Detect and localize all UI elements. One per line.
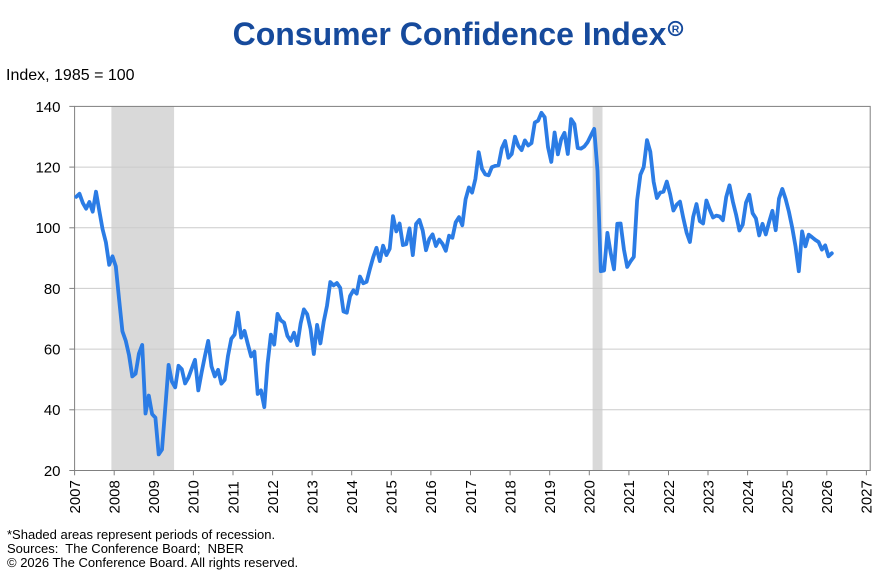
svg-text:80: 80	[44, 281, 61, 298]
svg-text:2021: 2021	[621, 480, 638, 513]
svg-text:2010: 2010	[186, 480, 203, 513]
svg-text:2020: 2020	[582, 480, 599, 513]
svg-text:120: 120	[35, 160, 60, 177]
svg-text:R: R	[672, 23, 680, 35]
svg-text:2018: 2018	[502, 480, 519, 513]
svg-text:2025: 2025	[780, 480, 797, 513]
svg-text:60: 60	[44, 342, 61, 359]
svg-text:2017: 2017	[463, 480, 480, 513]
svg-text:2013: 2013	[304, 480, 321, 513]
svg-text:2008: 2008	[107, 480, 124, 513]
svg-text:40: 40	[44, 402, 61, 419]
svg-text:2026: 2026	[819, 480, 836, 513]
svg-text:2019: 2019	[542, 480, 559, 513]
svg-text:2022: 2022	[661, 480, 678, 513]
svg-text:140: 140	[35, 99, 60, 116]
svg-text:2027: 2027	[859, 480, 876, 513]
svg-text:2016: 2016	[423, 480, 440, 513]
svg-text:2023: 2023	[700, 480, 717, 513]
svg-text:20: 20	[44, 463, 61, 480]
svg-text:2024: 2024	[740, 480, 757, 513]
svg-text:100: 100	[35, 220, 60, 237]
svg-text:2009: 2009	[146, 480, 163, 513]
svg-text:2012: 2012	[265, 480, 282, 513]
svg-text:2015: 2015	[384, 480, 401, 513]
svg-text:2011: 2011	[225, 481, 242, 513]
svg-text:2007: 2007	[67, 480, 84, 513]
svg-text:2014: 2014	[344, 480, 361, 513]
